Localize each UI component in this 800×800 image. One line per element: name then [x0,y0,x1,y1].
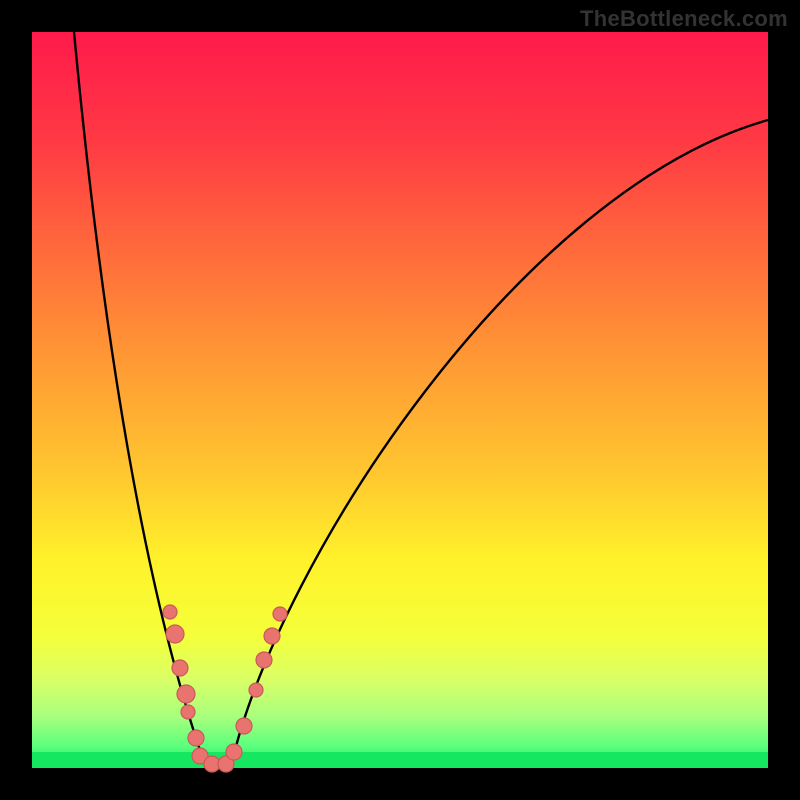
data-marker [236,718,252,734]
data-marker [172,660,188,676]
data-marker [273,607,287,621]
data-marker [188,730,204,746]
plot-bottom-band [32,752,768,768]
data-marker [264,628,280,644]
data-marker [249,683,263,697]
data-marker [163,605,177,619]
figure-container: TheBottleneck.com [0,0,800,800]
data-marker [256,652,272,668]
data-marker [166,625,184,643]
watermark-text: TheBottleneck.com [580,6,788,32]
data-marker [177,685,195,703]
data-marker [226,744,242,760]
plot-gradient-background [32,32,768,768]
bottleneck-chart [0,0,800,800]
data-marker [181,705,195,719]
